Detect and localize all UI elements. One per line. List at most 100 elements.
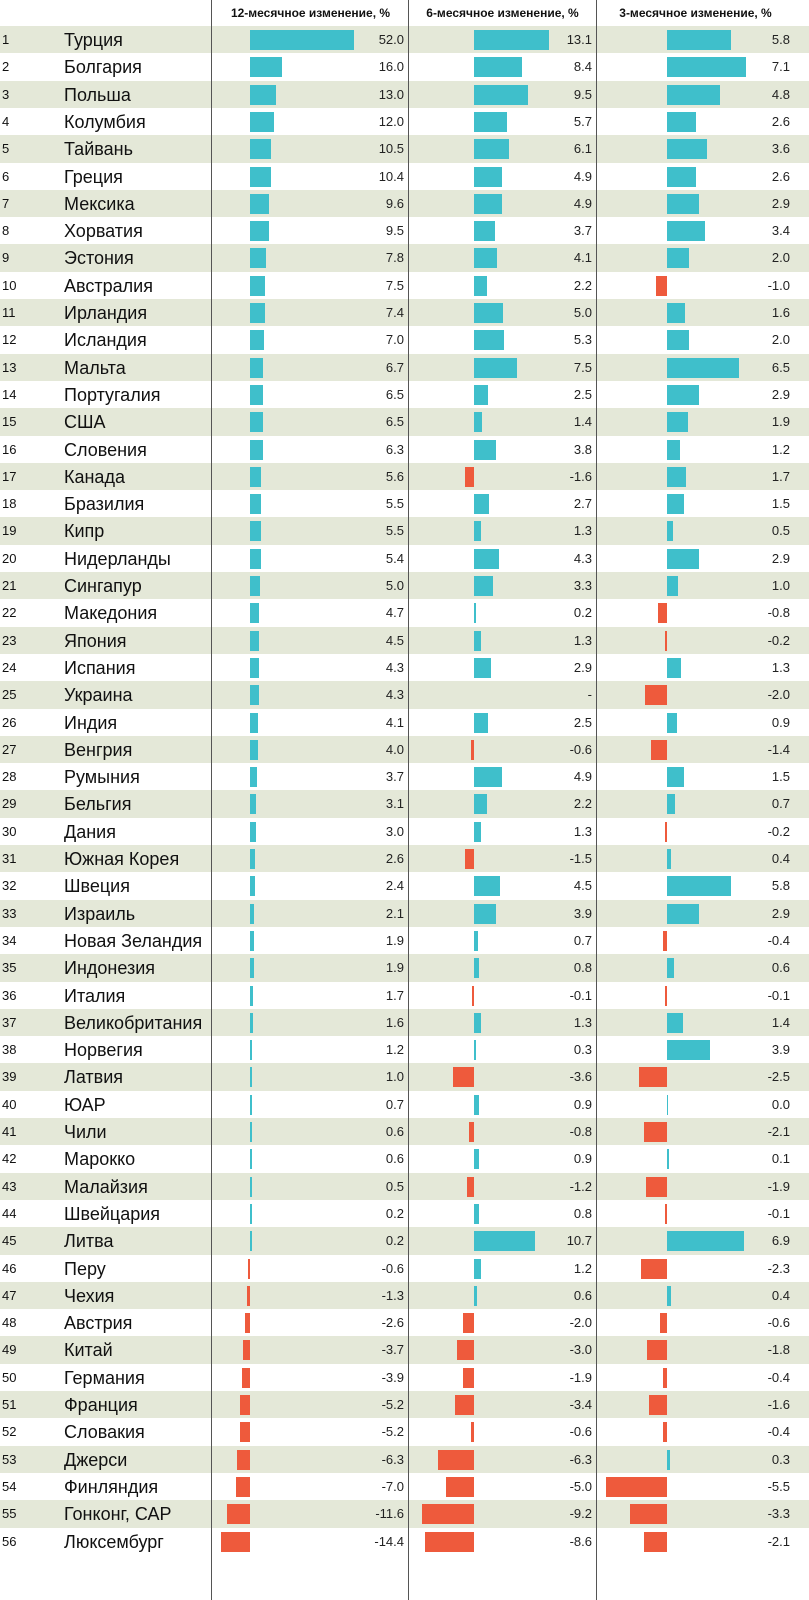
bar-v6 xyxy=(474,876,500,897)
bar-v6 xyxy=(474,111,507,132)
bar-v3 xyxy=(667,330,690,351)
rank-label: 49 xyxy=(2,1342,17,1358)
value-label-v6: 1.3 xyxy=(573,632,592,648)
bar-v6 xyxy=(463,1367,474,1388)
country-label: Румыния xyxy=(64,767,140,788)
value-label-v12: 1.0 xyxy=(385,1069,404,1085)
rank-label: 53 xyxy=(2,1451,17,1467)
value-label-v3: 1.0 xyxy=(771,578,790,593)
value-label-v6: 3.7 xyxy=(573,223,592,239)
bar-v12 xyxy=(250,30,354,50)
bar-v3 xyxy=(667,903,700,924)
rank-label: 26 xyxy=(2,714,17,730)
bar-v12 xyxy=(236,1476,250,1497)
value-label-v6: 3.3 xyxy=(573,578,592,593)
country-label: Чехия xyxy=(64,1285,115,1306)
table-row: 1 Турция 52.0 13.1 5.8 xyxy=(0,26,809,54)
bar-v12 xyxy=(250,1040,253,1061)
bar-v6 xyxy=(474,30,549,50)
bar-v3 xyxy=(667,357,740,378)
rank-label: 18 xyxy=(2,496,17,512)
value-label-v6: 0.8 xyxy=(573,960,592,976)
table-row: 18 Бразилия 5.5 2.7 1.5 xyxy=(0,490,809,519)
bar-v12 xyxy=(250,1231,252,1252)
bar-v3 xyxy=(664,630,667,651)
rank-label: 33 xyxy=(2,905,17,921)
country-label: Турция xyxy=(64,30,123,50)
country-label: Южная Корея xyxy=(64,849,180,869)
value-label-v6: -3.0 xyxy=(569,1342,592,1358)
bar-v6 xyxy=(445,1476,474,1497)
country-label: Швеция xyxy=(64,876,130,897)
table-row: 5 Тайвань 10.5 6.1 3.6 xyxy=(0,135,809,164)
header-3-month: 3-месячное изменение, % xyxy=(619,6,772,20)
table-row: 42 Марокко 0.6 0.9 0.1 xyxy=(0,1145,809,1174)
value-label-v6: 13.1 xyxy=(566,32,592,47)
value-label-v6: -1.5 xyxy=(569,851,592,866)
country-label: Латвия xyxy=(64,1067,124,1088)
value-label-v12: 0.2 xyxy=(385,1205,404,1221)
table-row: 35 Индонезия 1.9 0.8 0.6 xyxy=(0,954,809,983)
value-label-v6: 2.5 xyxy=(573,386,592,402)
bar-v12 xyxy=(250,248,266,269)
bar-v12 xyxy=(250,958,254,979)
table-row: 12 Исландия 7.0 5.3 2.0 xyxy=(0,326,809,355)
bar-v12 xyxy=(250,548,261,569)
value-label-v3: 6.5 xyxy=(771,359,790,375)
bar-v6 xyxy=(474,303,503,323)
bar-v12 xyxy=(250,357,264,378)
rank-label: 35 xyxy=(2,960,17,976)
rank-label: 36 xyxy=(2,987,17,1003)
country-label: Люксембург xyxy=(64,1531,164,1552)
value-label-v6: 2.2 xyxy=(573,796,592,812)
value-label-v6: 2.7 xyxy=(573,496,592,512)
value-label-v6: 0.3 xyxy=(573,1042,592,1058)
value-label-v12: 10.5 xyxy=(378,141,404,157)
value-label-v12: 4.3 xyxy=(385,687,404,703)
rank-label: 2 xyxy=(2,59,10,75)
bar-v12 xyxy=(250,985,254,1006)
value-label-v3: 2.0 xyxy=(771,250,790,266)
value-label-v12: -14.4 xyxy=(374,1533,404,1549)
bar-v6 xyxy=(474,548,499,569)
rank-label: 1 xyxy=(2,32,10,47)
country-label: Хорватия xyxy=(64,221,143,242)
value-label-v12: 1.9 xyxy=(385,932,404,948)
bar-v6 xyxy=(474,821,482,842)
value-label-v3: 1.5 xyxy=(771,769,790,785)
bar-v12 xyxy=(250,849,256,869)
bar-v3 xyxy=(667,384,700,405)
value-label-v12: 1.9 xyxy=(385,960,404,976)
country-label: Словения xyxy=(64,439,147,460)
bar-v3 xyxy=(667,1040,711,1061)
value-label-v12: 1.2 xyxy=(385,1042,404,1058)
bar-v12 xyxy=(242,1367,250,1388)
value-label-v6: 3.8 xyxy=(573,441,592,457)
rank-label: 34 xyxy=(2,932,17,948)
country-label: Германия xyxy=(64,1367,145,1388)
country-label: Македония xyxy=(64,603,158,624)
value-label-v3: -2.5 xyxy=(767,1069,790,1085)
column-divider-6m xyxy=(596,0,597,1600)
value-label-v3: -1.9 xyxy=(767,1178,790,1194)
value-label-v12: 0.2 xyxy=(385,1233,404,1249)
value-label-v12: 5.6 xyxy=(385,468,404,484)
value-label-v3: 4.8 xyxy=(771,86,790,102)
value-label-v12: -0.6 xyxy=(381,1260,404,1276)
bar-v6 xyxy=(474,930,478,951)
value-label-v12: 5.4 xyxy=(385,550,404,566)
table-row: 38 Норвегия 1.2 0.3 3.9 xyxy=(0,1036,809,1065)
value-label-v6: - xyxy=(587,687,592,703)
value-label-v12: 5.5 xyxy=(385,523,404,539)
table-row: 52 Словакия -5.2 -0.6 -0.4 xyxy=(0,1418,809,1447)
value-label-v12: 9.5 xyxy=(385,223,404,239)
value-label-v3: -0.1 xyxy=(767,1205,790,1221)
bar-v12 xyxy=(250,876,255,897)
value-label-v3: 0.7 xyxy=(771,796,790,812)
value-label-v3: 6.9 xyxy=(771,1233,790,1249)
bar-v3 xyxy=(667,767,684,788)
bar-v12 xyxy=(239,1422,250,1443)
table-row: 24 Испания 4.3 2.9 1.3 xyxy=(0,653,809,682)
value-label-v6: -0.8 xyxy=(569,1124,592,1139)
country-label: Кипр xyxy=(64,521,105,542)
